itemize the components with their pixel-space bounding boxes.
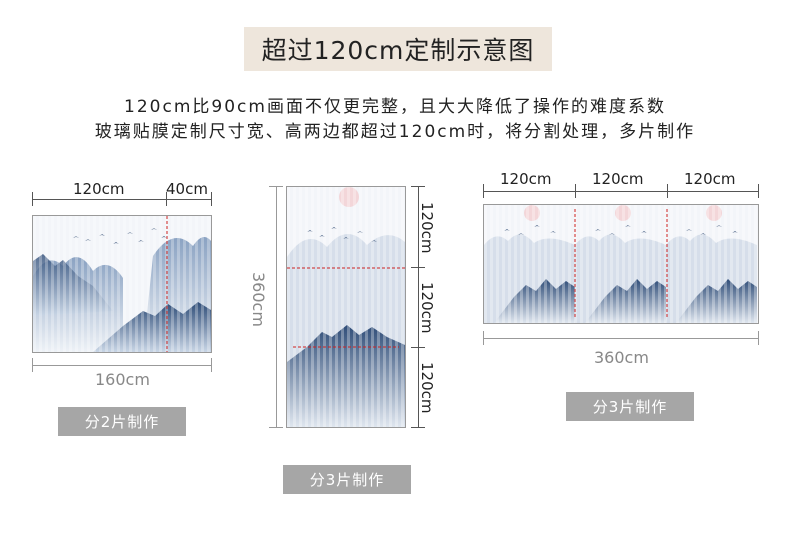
dimension-tick [758, 184, 759, 198]
dimension-tick [483, 331, 484, 345]
dimension-label-segment-1: 120cm [500, 170, 552, 188]
dimension-line-bottom [483, 338, 759, 339]
dimension-tick [411, 347, 425, 348]
dimension-label-total: 360cm [594, 348, 649, 367]
mural-preview-three-pieces-vertical [286, 186, 406, 428]
landscape-painting [287, 187, 405, 427]
dimension-line-top [32, 199, 212, 200]
pieces-badge-text: 分3片制作 [309, 471, 385, 489]
dimension-tick [269, 427, 283, 428]
description-line-2: 玻璃贴膜定制尺寸宽、高两边都超过120cm时，将分割处理，多片制作 [94, 122, 696, 142]
mural-preview-three-pieces-horizontal [483, 204, 759, 324]
pieces-badge: 分3片制作 [566, 392, 694, 421]
dimension-label-total: 160cm [95, 370, 150, 389]
dimension-tick [32, 358, 33, 372]
dimension-tick [483, 184, 484, 198]
dimension-tick [211, 358, 212, 372]
dimension-line-right [418, 186, 419, 428]
mural-preview-two-pieces [32, 215, 212, 353]
page-title-text: 超过120cm定制示意图 [261, 36, 535, 65]
dimension-tick [411, 427, 425, 428]
pieces-badge-text: 分3片制作 [592, 398, 668, 416]
dimension-line-top [483, 191, 759, 192]
dimension-tick [32, 192, 33, 206]
dimension-tick [166, 192, 167, 206]
dimension-label-segment-3: 120cm [684, 170, 736, 188]
page-title: 超过120cm定制示意图 [244, 27, 552, 71]
dimension-tick [758, 331, 759, 345]
dimension-tick [269, 186, 283, 187]
dimension-line-left [276, 186, 277, 428]
dimension-label-segment-2: 120cm [418, 282, 436, 334]
landscape-painting [484, 205, 758, 323]
dimension-label-segment-3: 120cm [418, 362, 436, 414]
dimension-tick [575, 184, 576, 198]
dimension-line-bottom [32, 365, 212, 366]
dimension-label-height: 360cm [249, 272, 268, 327]
description-line-1: 120cm比90cm画面不仅更完整，且大大降低了操作的难度系数 [124, 97, 666, 117]
dimension-label-segment-2: 120cm [592, 170, 644, 188]
pieces-badge-text: 分2片制作 [84, 413, 160, 431]
dimension-label-width-1: 120cm [73, 180, 125, 198]
dimension-tick [211, 192, 212, 206]
dimension-tick [411, 186, 425, 187]
pieces-badge: 分2片制作 [58, 407, 186, 436]
pieces-badge: 分3片制作 [283, 465, 411, 494]
dimension-label-segment-1: 120cm [418, 202, 436, 254]
landscape-painting [33, 216, 211, 352]
dimension-label-width-2: 40cm [166, 180, 208, 198]
dimension-tick [667, 184, 668, 198]
dimension-tick [411, 267, 425, 268]
